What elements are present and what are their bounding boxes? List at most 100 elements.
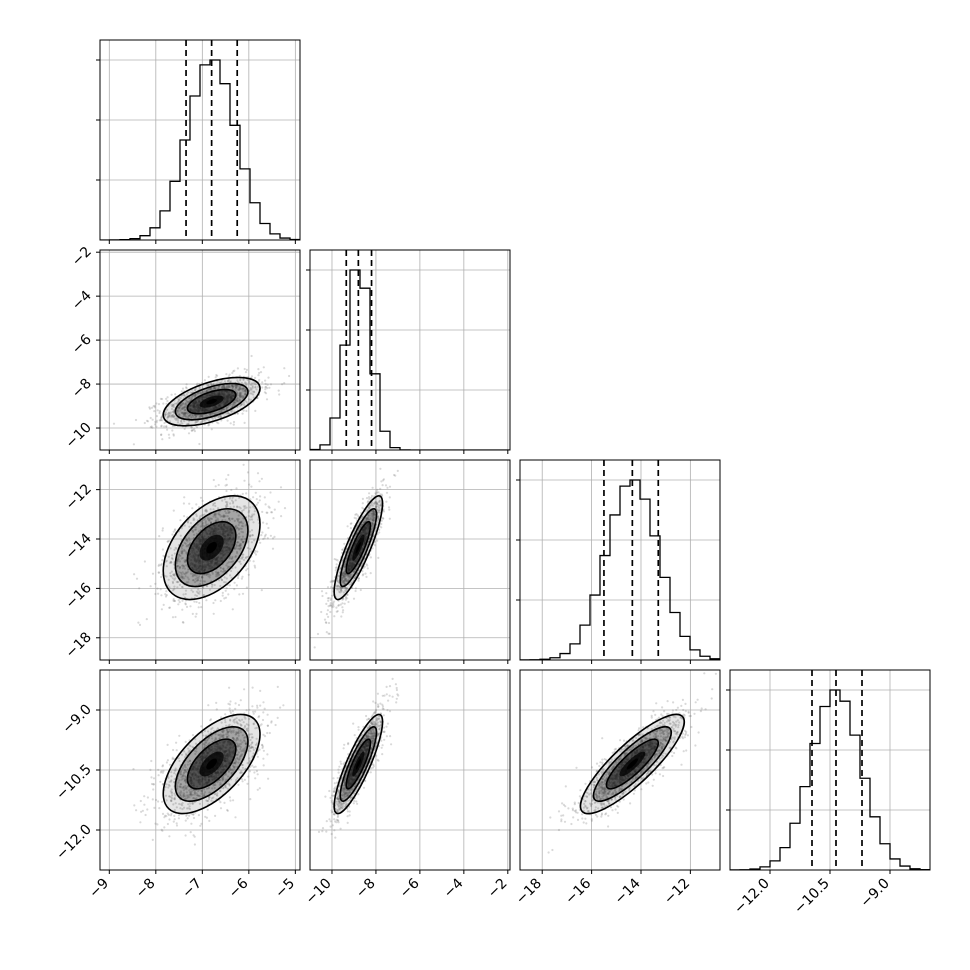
scatter-point (226, 412, 229, 415)
scatter-point (366, 567, 369, 570)
scatter-point (371, 515, 374, 518)
scatter-point (366, 501, 369, 504)
scatter-point (204, 419, 207, 422)
scatter-point (260, 589, 263, 592)
scatter-point (215, 518, 218, 522)
scatter-point (170, 561, 173, 564)
scatter-point (342, 573, 345, 576)
scatter-point (245, 390, 248, 393)
scatter-point (367, 514, 370, 517)
scatter-point (171, 581, 175, 585)
scatter-point (241, 387, 244, 390)
scatter-point (371, 518, 374, 522)
scatter-point (240, 387, 243, 390)
scatter-point (254, 777, 257, 780)
scatter-point (193, 518, 196, 521)
scatter-point (165, 425, 168, 428)
scatter-point (160, 415, 163, 418)
scatter-point (226, 385, 229, 388)
scatter-point (344, 587, 347, 590)
scatter-point (187, 391, 190, 394)
scatter-point (197, 392, 200, 395)
scatter-point (332, 580, 335, 583)
scatter-point (335, 566, 338, 569)
scatter-point (184, 560, 187, 563)
scatter-point (220, 410, 223, 413)
scatter-point (243, 479, 246, 482)
scatter-point (236, 541, 239, 544)
scatter-point (235, 386, 238, 389)
scatter-point (238, 394, 241, 397)
scatter-point (371, 514, 374, 517)
scatter-point (207, 388, 210, 391)
scatter-point (188, 414, 191, 417)
scatter-point (378, 511, 382, 514)
scatter-point (243, 507, 246, 510)
scatter-point (215, 373, 218, 377)
scatter-point (143, 421, 146, 425)
scatter-point (239, 395, 243, 398)
scatter-point (173, 578, 176, 581)
scatter-point (280, 515, 283, 518)
scatter-point (263, 496, 266, 499)
scatter-point (332, 600, 336, 603)
scatter-point (212, 515, 215, 518)
scatter-point (336, 610, 339, 613)
scatter-point (166, 416, 169, 419)
scatter-point (182, 621, 185, 624)
scatter-point (246, 471, 250, 474)
scatter-point (181, 575, 184, 578)
scatter-point (193, 533, 196, 536)
scatter-point (159, 418, 163, 421)
scatter-point (180, 557, 183, 560)
scatter-point (388, 496, 391, 499)
y-tick-label-2-3: −12 (63, 481, 95, 513)
scatter-point (188, 543, 191, 547)
scatter-point (159, 397, 162, 400)
scatter-point (271, 547, 275, 550)
scatter-point (219, 599, 222, 603)
scatter-point (174, 393, 177, 396)
scatter-point (270, 511, 274, 514)
scatter-point (338, 586, 341, 589)
scatter-point (372, 510, 375, 513)
scatter-point (193, 600, 196, 603)
scatter-point (184, 819, 187, 822)
scatter-point (177, 814, 180, 817)
scatter-point (283, 507, 287, 510)
scatter-point (168, 586, 171, 589)
scatter-point (209, 414, 212, 417)
scatter-point (233, 581, 236, 584)
scatter-point (176, 419, 180, 422)
scatter-point (182, 412, 186, 415)
scatter-point (187, 568, 190, 571)
scatter-point (166, 743, 169, 747)
scatter-point (232, 560, 235, 563)
scatter-point (206, 808, 209, 811)
scatter-point (373, 502, 376, 505)
scatter-point (238, 396, 241, 399)
scatter-point (196, 576, 199, 579)
scatter-point (155, 415, 158, 418)
scatter-point (262, 711, 265, 714)
scatter-point (171, 414, 174, 417)
scatter-point (228, 517, 231, 520)
scatter-point (181, 571, 184, 574)
scatter-point (254, 409, 257, 412)
scatter-point (343, 572, 346, 576)
scatter-point (139, 821, 142, 824)
scatter-point (241, 556, 244, 559)
y-tick-label-1-2: −6 (69, 332, 95, 358)
scatter-point (201, 587, 205, 590)
scatter-point (157, 571, 160, 574)
scatter-point (197, 530, 200, 533)
scatter-point (224, 484, 227, 487)
scatter-point (169, 572, 172, 575)
scatter-point (224, 412, 227, 415)
scatter-point (252, 560, 255, 563)
scatter-point (223, 384, 226, 388)
scatter-point (251, 385, 254, 389)
scatter-point (378, 528, 381, 531)
scatter-point (151, 572, 155, 575)
scatter-point (372, 519, 375, 522)
